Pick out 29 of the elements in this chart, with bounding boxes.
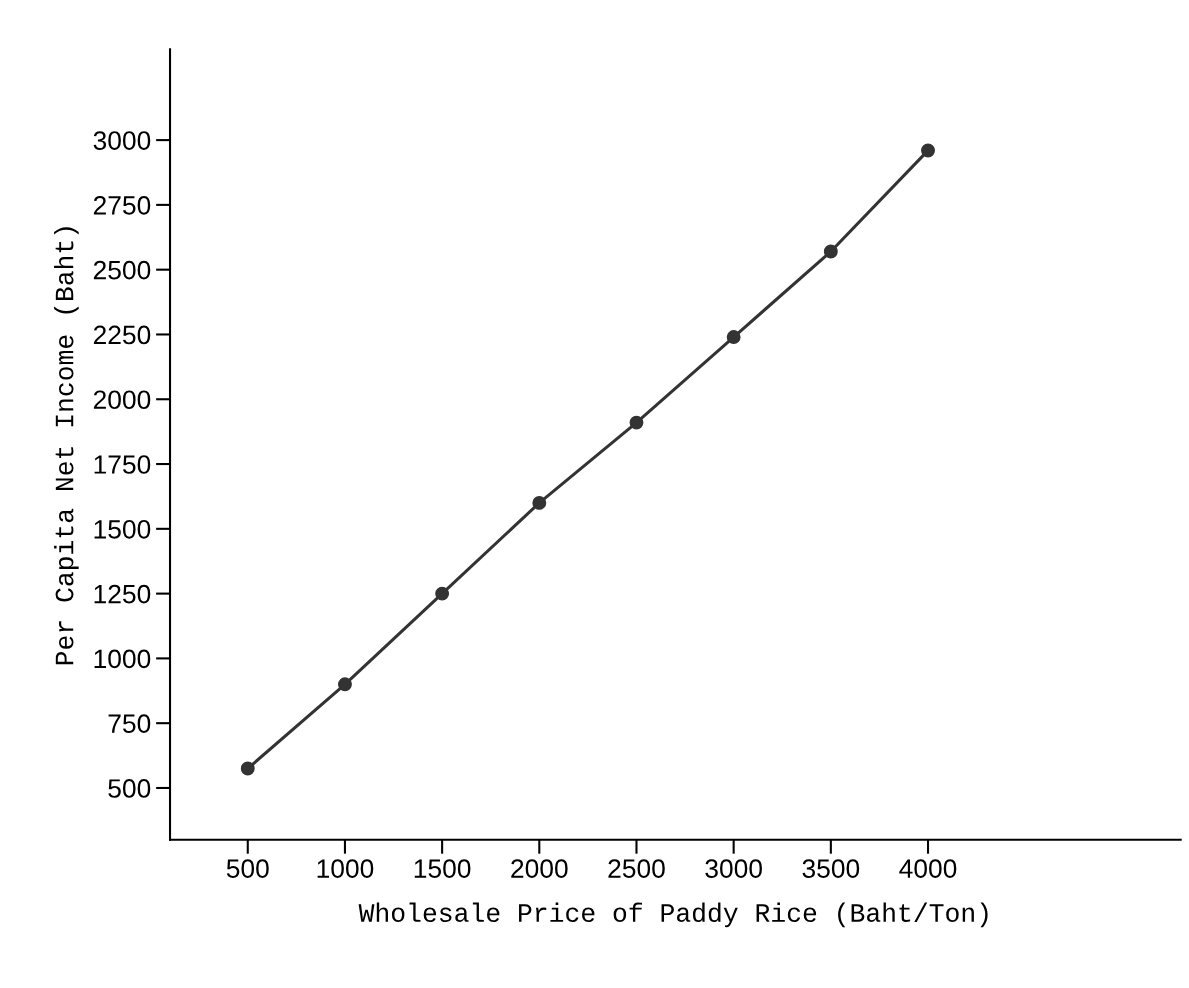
x-tick-label: 3500 (802, 859, 860, 878)
point (726, 330, 741, 344)
x-tick-label: 2000 (511, 859, 568, 878)
y-tick-label: 2500 (93, 260, 151, 280)
y-tick-label: 1000 (94, 649, 151, 669)
point (338, 677, 352, 692)
point (921, 143, 935, 158)
y-tick-label: 1500 (94, 519, 151, 539)
x-tick-label: 4000 (899, 859, 957, 878)
y-tick-label: 750 (108, 714, 151, 734)
y-tick-label: 2750 (93, 196, 151, 215)
y-tick-label: 500 (108, 779, 151, 798)
x-tick-label: 3000 (705, 859, 762, 878)
y-tick-label: 1250 (94, 584, 151, 604)
point (629, 415, 644, 430)
y-tick-label: 2000 (93, 390, 151, 410)
x-axis-title: Wholesale Price of Paddy Rice (Baht/Ton) (358, 902, 988, 928)
point (532, 495, 547, 510)
point (823, 244, 838, 259)
x-tick-label: 1500 (414, 859, 471, 878)
y-axis-title: Per Capita Net Income (Baht) (54, 227, 79, 665)
x-tick-label: 2500 (608, 859, 665, 878)
point (240, 761, 255, 776)
point (435, 586, 450, 601)
y-tick-label: 1750 (94, 455, 151, 474)
y-tick-label: 3000 (93, 131, 151, 150)
x-tick-label: 500 (226, 859, 269, 878)
x-tick-label: 1000 (317, 859, 374, 878)
y-tick-label: 2250 (93, 325, 151, 345)
